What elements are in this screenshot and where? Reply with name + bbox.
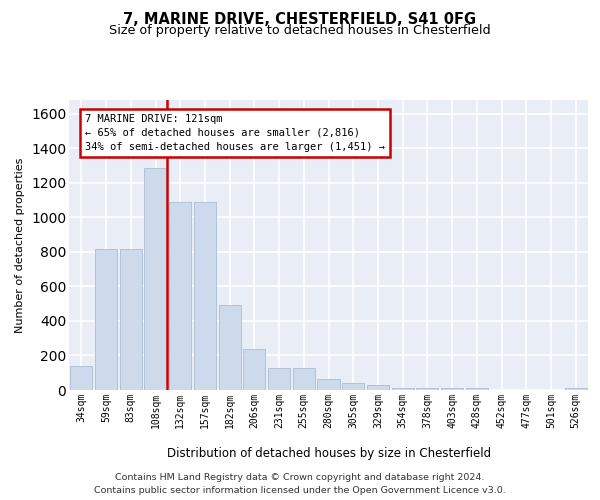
Text: Distribution of detached houses by size in Chesterfield: Distribution of detached houses by size … (167, 448, 491, 460)
Bar (416, 388, 439, 390)
Bar (317, 379, 340, 390)
Bar (218, 306, 241, 390)
Bar (466, 388, 488, 390)
Bar (145, 168, 167, 390)
Text: 7, MARINE DRIVE, CHESTERFIELD, S41 0FG: 7, MARINE DRIVE, CHESTERFIELD, S41 0FG (124, 12, 476, 28)
Bar (342, 384, 364, 390)
Bar (565, 388, 587, 390)
Text: Contains HM Land Registry data © Crown copyright and database right 2024.
Contai: Contains HM Land Registry data © Crown c… (94, 474, 506, 495)
Bar (392, 388, 414, 390)
Y-axis label: Number of detached properties: Number of detached properties (16, 158, 25, 332)
Bar (169, 202, 191, 390)
Bar (119, 250, 142, 390)
Bar (293, 368, 315, 390)
Bar (95, 250, 117, 390)
Bar (70, 366, 92, 390)
Bar (441, 388, 463, 390)
Bar (268, 368, 290, 390)
Text: Size of property relative to detached houses in Chesterfield: Size of property relative to detached ho… (109, 24, 491, 37)
Bar (243, 350, 265, 390)
Bar (367, 385, 389, 390)
Bar (194, 202, 216, 390)
Text: 7 MARINE DRIVE: 121sqm
← 65% of detached houses are smaller (2,816)
34% of semi-: 7 MARINE DRIVE: 121sqm ← 65% of detached… (85, 114, 385, 152)
